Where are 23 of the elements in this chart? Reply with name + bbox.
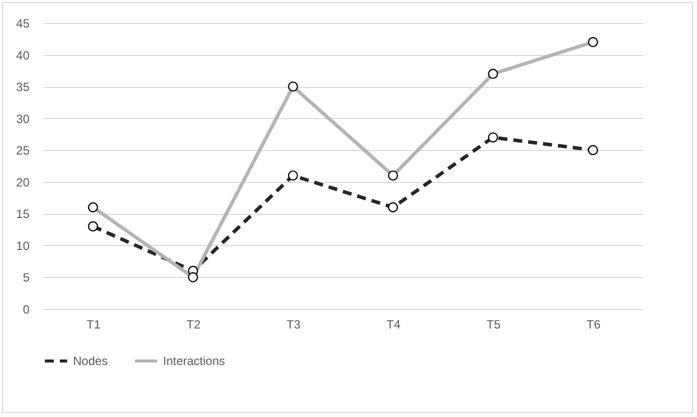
point [588, 145, 598, 156]
y-tick-label: 45 [16, 16, 30, 30]
x-tick-label: T3 [286, 318, 301, 332]
y-tick-label: 15 [16, 207, 30, 222]
x-tick-label: T1 [86, 318, 101, 332]
y-tick-label: 25 [16, 144, 30, 158]
y-tick-label: 35 [16, 80, 30, 94]
point [488, 132, 498, 142]
y-tick-label: 10 [16, 238, 30, 253]
point [388, 202, 398, 212]
x-tick-label: T2 [186, 318, 201, 332]
y-tick-label: 40 [16, 48, 30, 62]
point [288, 170, 298, 181]
x-tick-label: T4 [386, 318, 401, 332]
y-tick-label: 5 [22, 270, 30, 285]
legend-label: Nodes [73, 354, 108, 368]
y-tick-label: 20 [16, 175, 30, 190]
x-tick-label: T5 [486, 318, 501, 332]
point [88, 221, 98, 232]
legend-label: Interactions [163, 354, 226, 368]
y-tick-label: 0 [22, 302, 30, 316]
x-tick-label: T6 [586, 318, 601, 332]
y-tick-label: 30 [16, 112, 30, 126]
